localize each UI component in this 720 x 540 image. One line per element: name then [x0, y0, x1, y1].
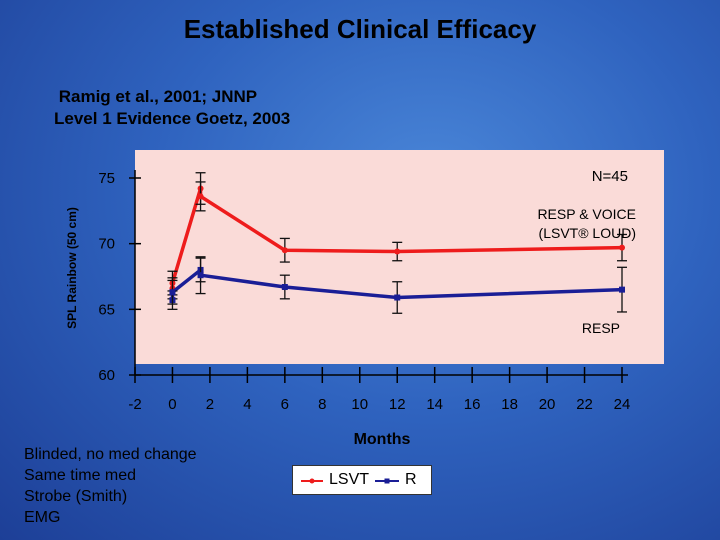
y-tick-label: 60	[98, 367, 115, 384]
citation-line: Ramig et al., 2001; JNNP	[54, 87, 258, 106]
x-tick-label: 10	[351, 396, 368, 413]
annotation-resp: RESP	[582, 320, 620, 336]
x-tick-label: 12	[389, 396, 406, 413]
note-line: EMG	[24, 509, 61, 526]
y-tick-label: 65	[98, 301, 115, 318]
x-tick-label: 6	[281, 396, 289, 413]
x-tick-label: 4	[243, 396, 251, 413]
note-line: Same time med	[24, 467, 137, 484]
legend-marker-r	[384, 478, 390, 484]
x-tick-label: 24	[614, 396, 631, 413]
x-tick-label: 22	[576, 396, 593, 413]
legend-label-lsvt: LSVT	[329, 471, 370, 488]
x-tick-label: 14	[426, 396, 443, 413]
data-point	[281, 284, 288, 291]
plot-area	[135, 150, 664, 364]
note-line: Strobe (Smith)	[24, 488, 128, 505]
data-point	[197, 272, 204, 279]
data-point	[281, 247, 288, 254]
x-tick-label: 20	[539, 396, 556, 413]
data-point	[394, 248, 401, 255]
citation: Ramig et al., 2001; JNNP Level 1 Evidenc…	[54, 86, 290, 130]
legend-marker-lsvt	[309, 478, 315, 484]
x-tick-label: 0	[168, 396, 176, 413]
data-point	[197, 193, 204, 200]
legend-label-r: R	[405, 471, 417, 488]
x-tick-label: 16	[464, 396, 481, 413]
y-axis-title: SPL Rainbow (50 cm)	[65, 207, 79, 329]
annotation-resp-voice: (LSVT® LOUD)	[539, 225, 636, 241]
x-axis-title: Months	[354, 431, 411, 448]
data-point	[169, 289, 176, 296]
annotation-resp-voice: RESP & VOICE	[537, 206, 636, 222]
chart-legend: LSVT R	[292, 465, 432, 495]
y-tick-label: 70	[98, 236, 115, 253]
legend-swatches	[301, 478, 399, 484]
x-tick-label: 8	[318, 396, 326, 413]
data-point	[394, 294, 401, 301]
note-line: Blinded, no med change	[24, 446, 197, 463]
x-tick-label: -2	[128, 396, 141, 413]
method-notes: Blinded, no med change Same time med Str…	[24, 444, 197, 528]
y-tick-label: 75	[98, 170, 115, 187]
data-point	[619, 286, 625, 293]
x-tick-label: 18	[501, 396, 518, 413]
annotation-n: N=45	[592, 168, 628, 185]
citation-line: Level 1 Evidence Goetz, 2003	[54, 109, 291, 128]
slide-title: Established Clinical Efficacy	[183, 14, 537, 44]
data-point	[619, 244, 625, 251]
x-tick-label: 2	[206, 396, 214, 413]
